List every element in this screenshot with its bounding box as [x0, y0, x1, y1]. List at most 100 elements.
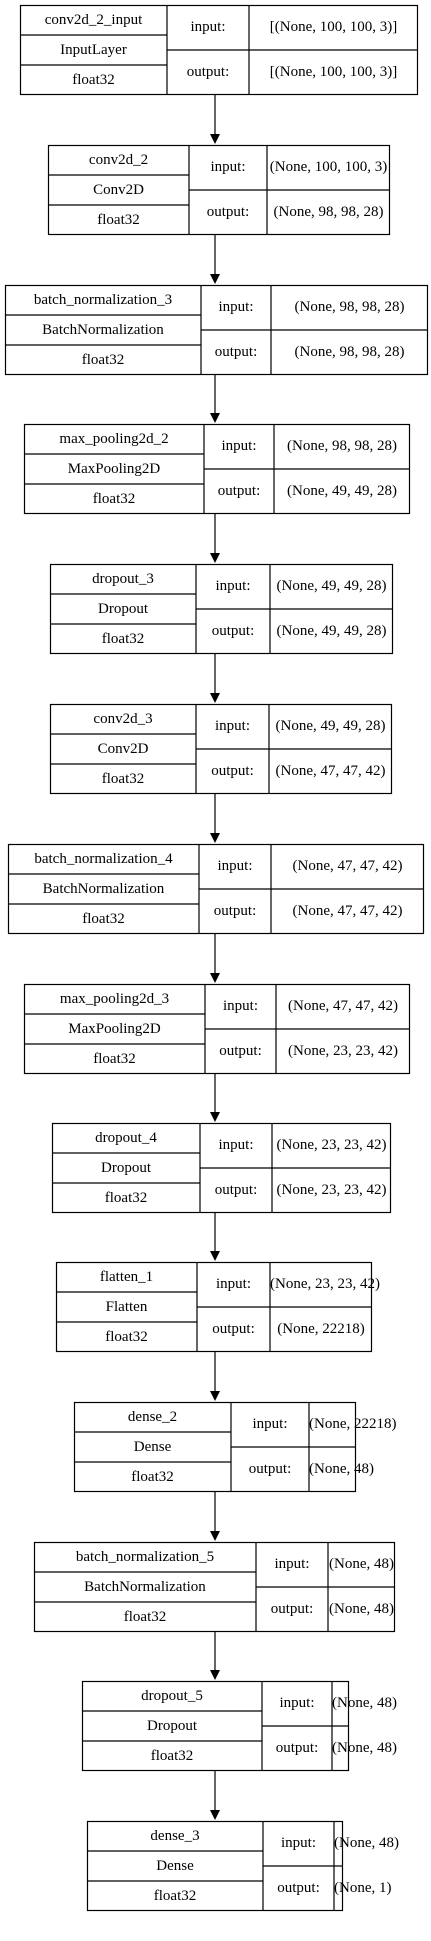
- output-label: output:: [186, 64, 230, 80]
- input-shape: (None, 48): [329, 1556, 394, 1572]
- input-shape: (None, 98, 98, 28): [287, 438, 397, 454]
- input-shape: (None, 100, 100, 3): [269, 159, 388, 175]
- layer-type: BatchNormalization: [84, 1579, 206, 1595]
- layer-type: InputLayer: [60, 42, 127, 58]
- output-shape: (None, 47, 47, 42): [292, 903, 403, 919]
- output-shape: (None, 23, 23, 42): [276, 1182, 387, 1198]
- layer-name: batch_normalization_5: [75, 1549, 215, 1565]
- layer-name: dense_2: [127, 1409, 178, 1425]
- layer-dtype: float32: [153, 1888, 197, 1904]
- output-label: output:: [213, 903, 257, 919]
- output-shape: (None, 98, 98, 28): [273, 204, 384, 220]
- layer-name: max_pooling2d_2: [59, 431, 169, 447]
- layer-name: dropout_3: [92, 571, 154, 587]
- input-shape: [(None, 100, 100, 3)]: [269, 19, 398, 35]
- layer-type: MaxPooling2D: [68, 1021, 161, 1037]
- flow-arrow-head: [210, 1531, 220, 1541]
- layer-name: batch_normalization_4: [34, 851, 173, 867]
- layer-node-dropout_5: dropout_5 Dropout float32 input: output: (Non…: [82, 1681, 397, 1771]
- output-shape: (None, 48): [309, 1461, 374, 1477]
- input-label: input:: [217, 858, 253, 874]
- input-label: input:: [221, 438, 257, 454]
- input-shape: (None, 48): [332, 1695, 397, 1711]
- layer-dtype: float32: [97, 212, 140, 228]
- input-shape: (None, 23, 23, 42): [270, 1276, 380, 1292]
- layer-node-conv2d_3: conv2d_3 Conv2D float32 input: output: (None,…: [50, 704, 392, 794]
- input-shape: (None, 47, 47, 42): [288, 998, 398, 1014]
- output-label: output:: [277, 1880, 320, 1896]
- layer-type: Dropout: [101, 1160, 151, 1176]
- input-label: input:: [215, 578, 251, 594]
- input-label: input:: [222, 998, 258, 1014]
- output-label: output:: [212, 1321, 255, 1337]
- layer-node-dense_3: dense_3 Dense float32 input: output: (None, 4…: [87, 1821, 399, 1911]
- flow-arrow-head: [210, 134, 220, 144]
- input-label: input:: [274, 1556, 310, 1572]
- layer-name: conv2d_3: [93, 711, 153, 727]
- layer-name: conv2d_2: [88, 152, 149, 168]
- layer-node-dropout_3: dropout_3 Dropout float32 input: output: (Non…: [50, 564, 393, 654]
- layer-dtype: float32: [101, 631, 145, 647]
- layer-node-max_pooling2d_3: max_pooling2d_3 MaxPooling2D float32 input:…: [24, 984, 410, 1074]
- input-label: input:: [214, 718, 250, 734]
- input-shape: (None, 49, 49, 28): [275, 718, 386, 734]
- output-shape: (None, 48): [329, 1601, 394, 1617]
- output-label: output:: [275, 1740, 319, 1756]
- layer-node-batch_normalization_3: batch_normalization_3 BatchNormalization f…: [5, 285, 428, 375]
- flow-arrow-head: [210, 833, 220, 843]
- layer-dtype: float32: [81, 352, 125, 368]
- flow-arrow-head: [210, 1391, 220, 1401]
- layer-name: dropout_5: [141, 1688, 203, 1704]
- output-shape: (None, 47, 47, 42): [275, 763, 386, 779]
- layer-type: BatchNormalization: [42, 881, 165, 897]
- layer-dtype: float32: [92, 491, 136, 507]
- layer-name: flatten_1: [99, 1269, 154, 1285]
- output-label: output:: [206, 204, 250, 220]
- input-shape: (None, 98, 98, 28): [294, 299, 405, 315]
- flow-arrow-head: [210, 274, 220, 284]
- output-label: output:: [248, 1461, 292, 1477]
- layer-node-flatten_1: flatten_1 Flatten float32 input: output: (Non…: [56, 1262, 380, 1352]
- layer-node-conv2d_2: conv2d_2 Conv2D float32 input: output: (None,…: [48, 145, 390, 235]
- layer-node-conv2d_2_input: conv2d_2_input InputLayer float32 input: out…: [20, 5, 418, 95]
- output-shape: (None, 49, 49, 28): [276, 623, 387, 639]
- layer-name: conv2d_2_input: [44, 12, 143, 28]
- input-label: input:: [215, 1276, 251, 1292]
- input-shape: (None, 49, 49, 28): [276, 578, 387, 594]
- output-label: output:: [214, 344, 258, 360]
- input-shape: (None, 47, 47, 42): [292, 858, 403, 874]
- layer-dtype: float32: [105, 1329, 148, 1345]
- flow-arrow-head: [210, 413, 220, 423]
- layer-dtype: float32: [150, 1748, 194, 1764]
- input-label: input:: [190, 19, 226, 35]
- output-label: output:: [211, 763, 254, 779]
- input-label: input:: [218, 1137, 254, 1153]
- layer-dtype: float32: [101, 771, 145, 787]
- input-label: input:: [218, 299, 254, 315]
- layer-node-max_pooling2d_2: max_pooling2d_2 MaxPooling2D float32 input:…: [24, 424, 410, 514]
- flow-arrow-head: [210, 1112, 220, 1122]
- layer-type: Dropout: [147, 1718, 197, 1734]
- input-label: input:: [280, 1835, 316, 1851]
- output-shape: (None, 48): [332, 1740, 397, 1756]
- layer-node-batch_normalization_5: batch_normalization_5 BatchNormalization f…: [34, 1542, 395, 1632]
- flow-arrow-head: [210, 693, 220, 703]
- output-shape: (None, 23, 23, 42): [288, 1043, 398, 1059]
- input-label: input:: [210, 159, 246, 175]
- layer-node-dropout_4: dropout_4 Dropout float32 input: output: (Non…: [52, 1123, 391, 1213]
- output-label: output:: [211, 623, 255, 639]
- output-label: output:: [214, 1182, 258, 1198]
- layer-name: dropout_4: [95, 1130, 157, 1146]
- output-shape: (None, 1): [334, 1880, 392, 1896]
- layer-name: dense_3: [150, 1828, 200, 1844]
- output-shape: (None, 49, 49, 28): [287, 483, 397, 499]
- flow-arrow-head: [210, 1670, 220, 1680]
- flow-arrow-head: [210, 553, 220, 563]
- output-label: output:: [217, 483, 261, 499]
- output-shape: (None, 98, 98, 28): [294, 344, 405, 360]
- input-label: input:: [279, 1695, 315, 1711]
- input-shape: (None, 23, 23, 42): [276, 1137, 387, 1153]
- layer-type: Dropout: [98, 601, 148, 617]
- layer-type: BatchNormalization: [42, 322, 164, 338]
